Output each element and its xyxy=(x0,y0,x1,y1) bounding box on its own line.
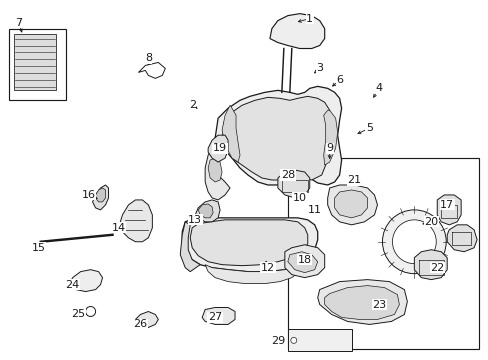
Bar xyxy=(287,329,351,351)
Polygon shape xyxy=(323,110,337,165)
Text: 8: 8 xyxy=(144,54,152,63)
Text: 12: 12 xyxy=(260,263,274,273)
Text: 10: 10 xyxy=(292,193,306,203)
Text: 5: 5 xyxy=(365,123,372,133)
Text: 2: 2 xyxy=(188,100,195,110)
Polygon shape xyxy=(327,185,377,225)
Circle shape xyxy=(392,220,435,264)
Polygon shape xyxy=(95,188,105,202)
Text: 25: 25 xyxy=(71,310,85,319)
Polygon shape xyxy=(68,270,102,292)
Bar xyxy=(9,28,65,100)
Text: 26: 26 xyxy=(133,319,147,329)
Polygon shape xyxy=(118,200,152,242)
Polygon shape xyxy=(269,14,324,49)
Text: 28: 28 xyxy=(280,170,294,180)
Text: 23: 23 xyxy=(372,300,386,310)
Text: 18: 18 xyxy=(297,255,311,265)
Text: 14: 14 xyxy=(111,223,125,233)
Polygon shape xyxy=(182,218,317,272)
Polygon shape xyxy=(208,135,227,162)
Polygon shape xyxy=(138,62,165,78)
Polygon shape xyxy=(222,96,329,180)
Text: 13: 13 xyxy=(188,215,202,225)
Text: 29: 29 xyxy=(270,336,285,346)
Polygon shape xyxy=(222,105,240,162)
Text: 21: 21 xyxy=(347,175,361,185)
Text: 15: 15 xyxy=(32,243,46,253)
Text: 4: 4 xyxy=(375,84,382,93)
Bar xyxy=(14,33,56,90)
Bar xyxy=(287,158,478,349)
Polygon shape xyxy=(436,195,460,225)
Polygon shape xyxy=(92,185,108,210)
Text: 17: 17 xyxy=(439,200,453,210)
Polygon shape xyxy=(317,280,407,324)
Polygon shape xyxy=(447,225,476,252)
Circle shape xyxy=(290,337,296,343)
Text: 3: 3 xyxy=(316,63,323,73)
Polygon shape xyxy=(202,307,235,324)
Text: 24: 24 xyxy=(65,280,80,289)
Circle shape xyxy=(382,210,446,274)
Text: 6: 6 xyxy=(335,75,343,85)
Text: 7: 7 xyxy=(15,18,22,28)
Polygon shape xyxy=(287,252,317,273)
Circle shape xyxy=(85,306,95,316)
Polygon shape xyxy=(413,250,447,280)
Text: 27: 27 xyxy=(207,312,222,323)
Polygon shape xyxy=(205,148,229,200)
Polygon shape xyxy=(215,86,341,185)
Polygon shape xyxy=(135,311,158,328)
Polygon shape xyxy=(198,204,213,218)
Polygon shape xyxy=(190,220,307,266)
Text: 20: 20 xyxy=(424,217,437,227)
Text: 22: 22 xyxy=(429,263,444,273)
Text: 9: 9 xyxy=(325,143,332,153)
Polygon shape xyxy=(195,200,220,222)
Polygon shape xyxy=(208,158,222,182)
Polygon shape xyxy=(334,190,367,218)
Polygon shape xyxy=(324,285,399,319)
Text: 1: 1 xyxy=(305,14,313,24)
Polygon shape xyxy=(205,265,304,284)
Text: 16: 16 xyxy=(81,190,96,200)
Polygon shape xyxy=(180,222,200,272)
Text: 19: 19 xyxy=(213,143,227,153)
Polygon shape xyxy=(285,245,324,278)
Text: 11: 11 xyxy=(307,205,321,215)
Polygon shape xyxy=(277,170,309,198)
